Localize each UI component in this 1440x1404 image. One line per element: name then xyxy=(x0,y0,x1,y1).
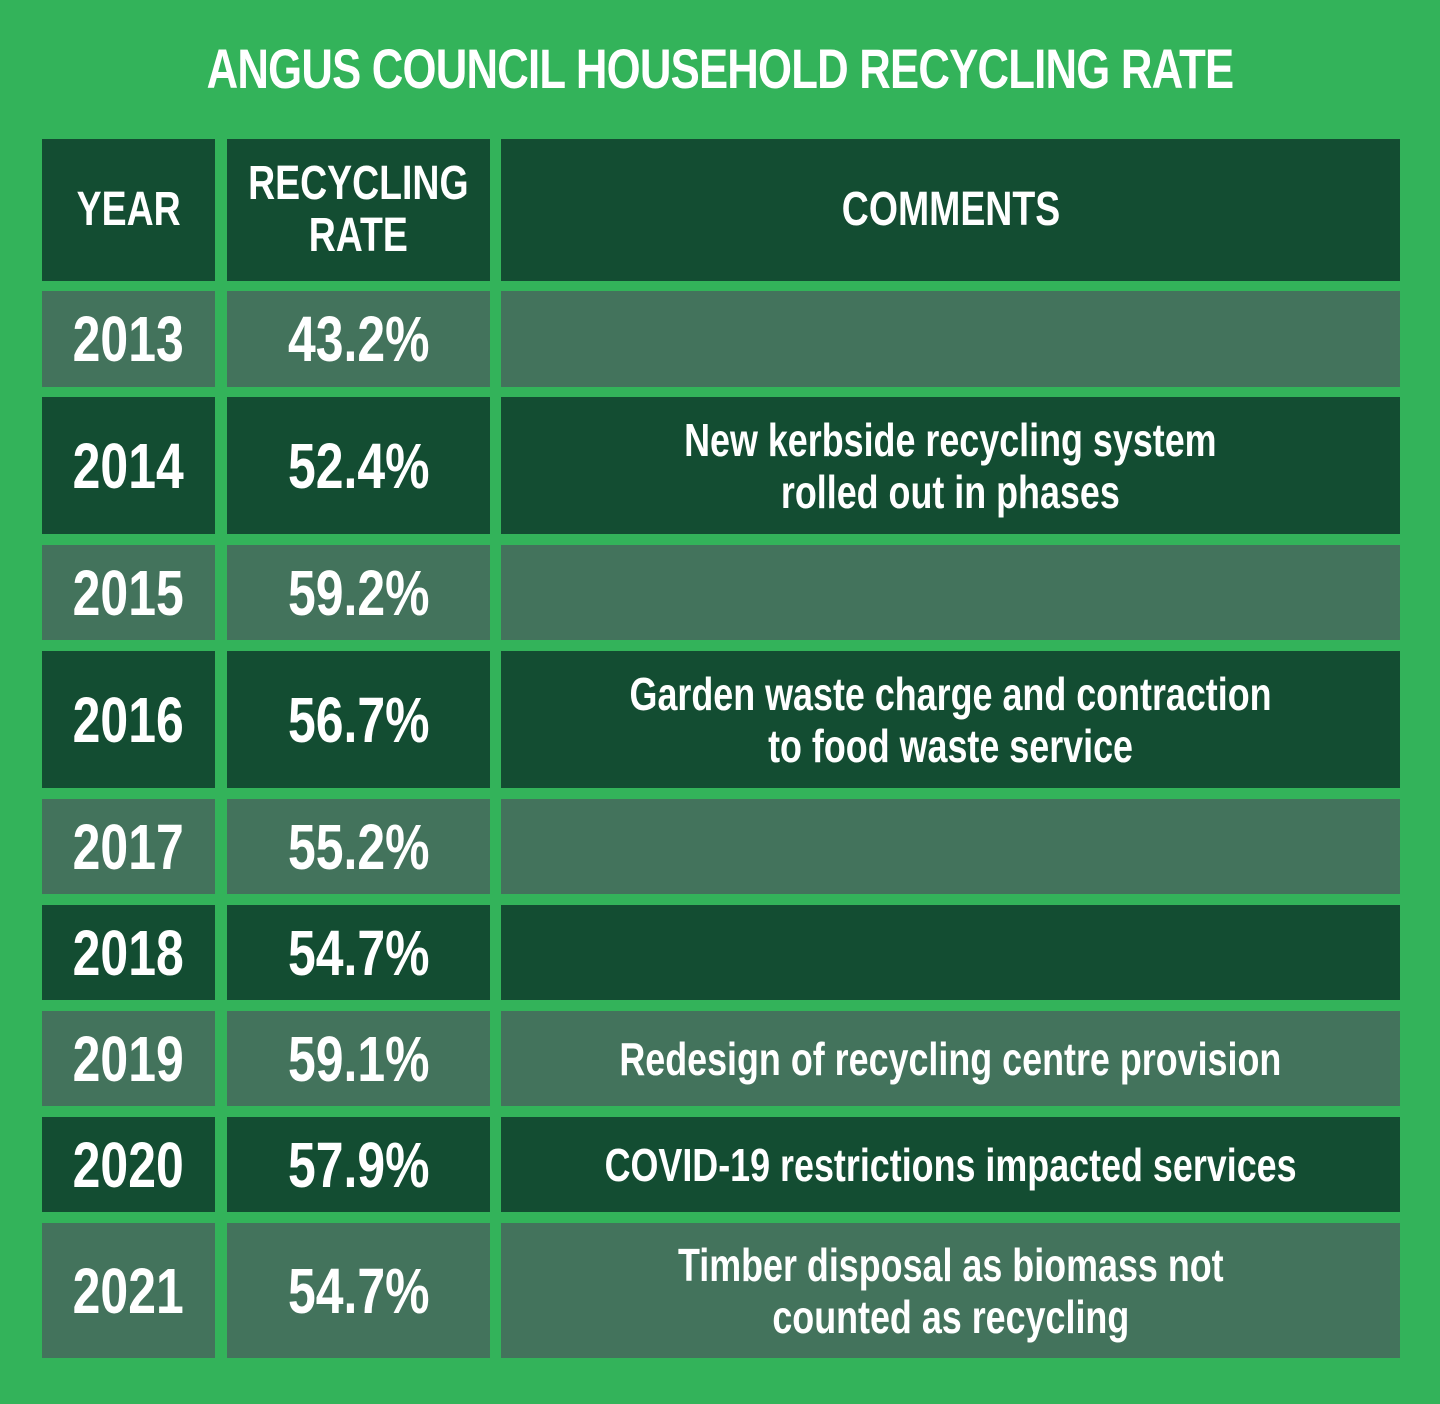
table-row-rate: 56.7% xyxy=(227,651,490,788)
table-row-rate: 52.4% xyxy=(227,397,490,534)
header-rate: RECYCLING RATE xyxy=(227,139,490,281)
table-row-rate: 59.1% xyxy=(227,1011,490,1106)
table-row-rate: 43.2% xyxy=(227,291,490,387)
table-row-comment: Timber disposal as biomass not counted a… xyxy=(501,1223,1400,1358)
table-row-year: 2016 xyxy=(42,651,215,788)
table-row-comment xyxy=(501,545,1400,640)
table-row-comment: Redesign of recycling centre provision xyxy=(501,1011,1400,1106)
table-row-year: 2021 xyxy=(42,1223,215,1358)
table-row-rate: 54.7% xyxy=(227,1223,490,1358)
table-row-comment xyxy=(501,905,1400,1000)
table-row-rate: 55.2% xyxy=(227,799,490,894)
table-row-year: 2013 xyxy=(42,291,215,387)
table-row-year: 2020 xyxy=(42,1117,215,1212)
table-row-year: 2014 xyxy=(42,397,215,534)
table-row-year: 2018 xyxy=(42,905,215,1000)
header-year: YEAR xyxy=(42,139,215,281)
table-row-comment: New kerbside recycling system rolled out… xyxy=(501,397,1400,534)
table-row-comment xyxy=(501,799,1400,894)
table-row-rate: 57.9% xyxy=(227,1117,490,1212)
table-row-year: 2015 xyxy=(42,545,215,640)
table-row-year: 2019 xyxy=(42,1011,215,1106)
table-row-rate: 59.2% xyxy=(227,545,490,640)
table-row-comment: COVID-19 restrictions impacted services xyxy=(501,1117,1400,1212)
header-comments: COMMENTS xyxy=(501,139,1400,281)
page-title: ANGUS COUNCIL HOUSEHOLD RECYCLING RATE xyxy=(206,37,1235,100)
table-row-rate: 54.7% xyxy=(227,905,490,1000)
table-row-comment: Garden waste charge and contraction to f… xyxy=(501,651,1400,788)
table-row-year: 2017 xyxy=(42,799,215,894)
table-row-comment xyxy=(501,291,1400,387)
